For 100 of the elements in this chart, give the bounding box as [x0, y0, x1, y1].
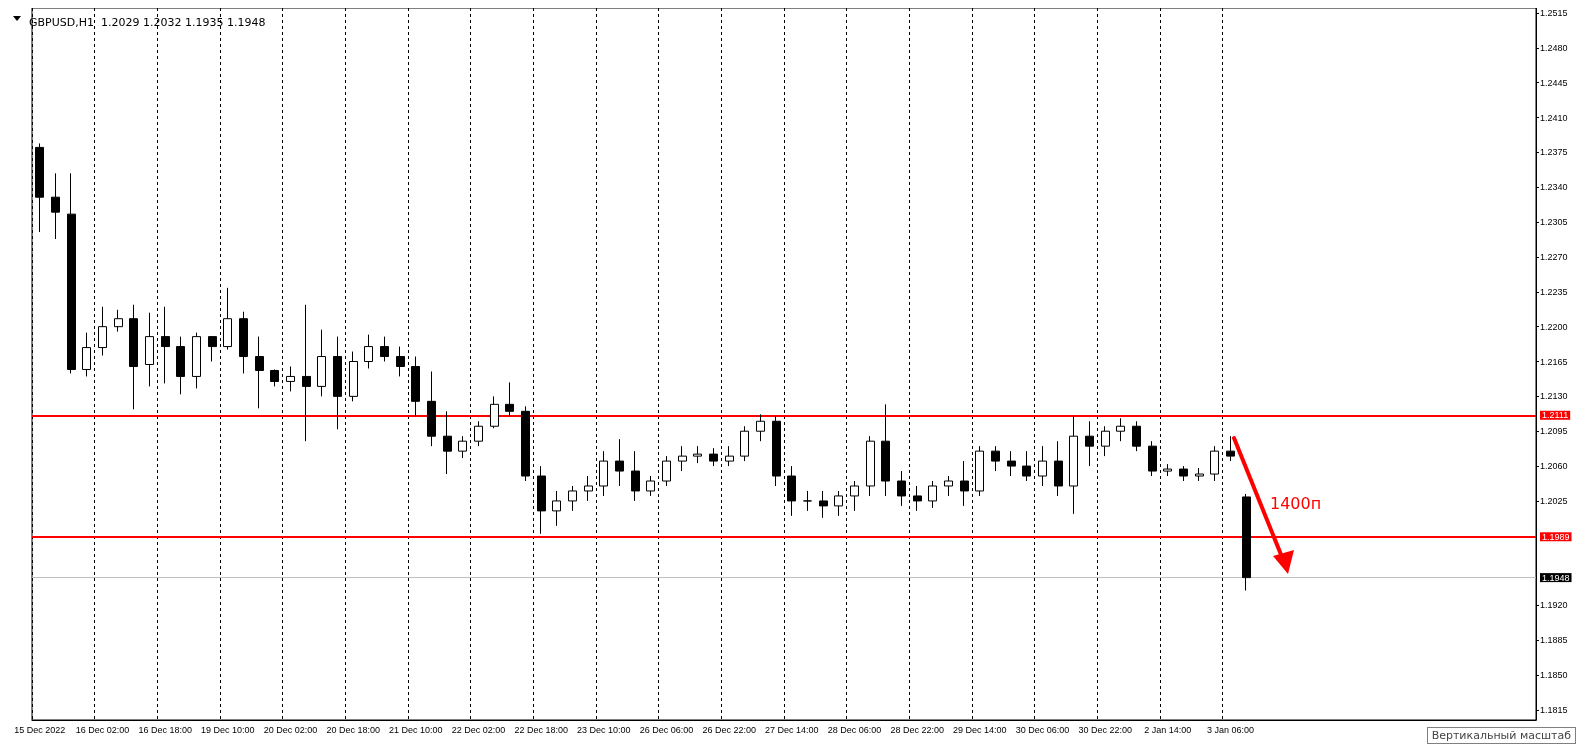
- candlestick: [756, 413, 765, 442]
- x-tick-label: 26 Dec 06:00: [639, 724, 694, 735]
- candlestick: [913, 485, 922, 512]
- candlestick: [552, 490, 561, 527]
- candlestick: [1148, 440, 1157, 477]
- candlestick: [490, 395, 499, 429]
- candlestick: [1179, 465, 1188, 482]
- y-tick-label: 1.2340: [1540, 182, 1568, 193]
- candlestick: [1069, 415, 1078, 515]
- candlestick: [458, 435, 467, 459]
- x-tick-label: 3 Jan 06:00: [1206, 724, 1255, 735]
- y-tick-label: 1.2200: [1540, 321, 1568, 332]
- candlestick: [396, 346, 405, 377]
- candlestick: [286, 365, 295, 392]
- y-tick-label: 1.2165: [1540, 356, 1568, 367]
- candlestick: [239, 311, 248, 374]
- candlestick: [725, 445, 734, 467]
- text: GBPUSD,H1 1.2029 1.2032 1.1935 1.1948: [29, 16, 266, 29]
- candlestick: [35, 142, 44, 233]
- x-tick-label: 29 Dec 14:00: [953, 724, 1007, 735]
- candlestick: [505, 381, 514, 417]
- y-tick-label: 1.2480: [1540, 42, 1568, 53]
- candlestick: [161, 306, 170, 384]
- candlestick: [129, 304, 138, 410]
- y-tick-label: 1.2025: [1540, 495, 1568, 506]
- candlestick: [599, 450, 608, 497]
- candlestick: [176, 336, 185, 395]
- y-tick-label: 1.2445: [1540, 77, 1568, 88]
- candlestick: [1210, 445, 1219, 482]
- candlestick: [772, 415, 781, 487]
- y-tick-label: 1.1815: [1540, 705, 1568, 716]
- x-tick-label: 22 Dec 02:00: [451, 724, 506, 735]
- candlestick: [270, 368, 279, 387]
- y-tick-label: 1.2235: [1540, 286, 1568, 297]
- candlestick: [333, 336, 342, 430]
- candlestick: [427, 370, 436, 447]
- y-tick-label: 1.2270: [1540, 251, 1568, 262]
- x-tick-label: 15 Dec 2022: [14, 724, 66, 735]
- candlestick: [1054, 440, 1063, 497]
- candlestick: [349, 351, 358, 402]
- candlestick: [1007, 450, 1016, 477]
- y-tick-label: 1.2130: [1540, 391, 1568, 402]
- candlestick: [646, 475, 655, 497]
- candlestick: [1163, 463, 1172, 477]
- candlestick: [662, 455, 671, 487]
- candlestick: [192, 332, 201, 389]
- y-tick-label: 1.2410: [1540, 112, 1568, 123]
- y-tick-label: 1.2060: [1540, 461, 1568, 472]
- candlestick: [1226, 435, 1235, 462]
- candlestick: [521, 405, 530, 482]
- candlestick: [208, 336, 217, 363]
- x-tick-label: 20 Dec 02:00: [263, 724, 318, 735]
- candlestick: [364, 334, 373, 369]
- candlestick: [787, 465, 796, 517]
- annotation: 1400п: [1270, 494, 1322, 513]
- x-tick-label: 19 Dec 10:00: [201, 724, 255, 735]
- y-tick-label: 1.1850: [1540, 670, 1568, 681]
- candlestick: [740, 425, 749, 462]
- candlestick: [82, 332, 91, 377]
- candlestick: [960, 460, 969, 507]
- candlestick: [803, 490, 812, 512]
- x-tick-label: 16 Dec 02:00: [75, 724, 130, 735]
- candlestick: [897, 470, 906, 507]
- candlestick: [1195, 467, 1204, 482]
- candlestick: [991, 445, 1000, 472]
- candlestick: [223, 287, 232, 351]
- candlestick: [693, 445, 702, 464]
- x-tick-label: 2 Jan 14:00: [1144, 724, 1192, 735]
- y-tick-label: 1.2305: [1540, 217, 1568, 228]
- candlestick: [975, 445, 984, 497]
- candlestick: [615, 438, 624, 487]
- candlestick: [51, 172, 60, 240]
- x-tick-label: 30 Dec 22:00: [1078, 724, 1132, 735]
- candlestick: [411, 356, 420, 417]
- candlestick: [255, 336, 264, 409]
- candlestick: [866, 435, 875, 497]
- candlestick: [944, 475, 953, 497]
- x-tick-label: 28 Dec 22:00: [890, 724, 944, 735]
- candlestick: [474, 420, 483, 447]
- candlestick: [568, 485, 577, 512]
- candlestick: [881, 403, 890, 497]
- ref-line-label: 1.1989: [1542, 531, 1570, 542]
- candlestick: [67, 172, 76, 374]
- y-tick-label: 1.2515: [1540, 7, 1568, 18]
- candlestick: [1132, 420, 1141, 452]
- y-tick-label: 1.1885: [1540, 635, 1568, 646]
- y-tick-label: 1.1920: [1540, 600, 1568, 611]
- y-tick-label: 1.2095: [1540, 426, 1568, 437]
- text: Вертикальный масштаб: [1426, 727, 1576, 744]
- candlestick: [850, 480, 859, 512]
- y-tick-label: 1.2375: [1540, 147, 1568, 158]
- candlestick: [678, 445, 687, 472]
- x-tick-label: 26 Dec 22:00: [702, 724, 756, 735]
- candlestick: [114, 309, 123, 333]
- candlestick: [928, 480, 937, 509]
- candlestick: [443, 410, 452, 475]
- candlestick: [819, 490, 828, 519]
- candlestick: [98, 306, 107, 357]
- x-tick-label: 23 Dec 10:00: [577, 724, 631, 735]
- x-tick-label: 28 Dec 06:00: [827, 724, 882, 735]
